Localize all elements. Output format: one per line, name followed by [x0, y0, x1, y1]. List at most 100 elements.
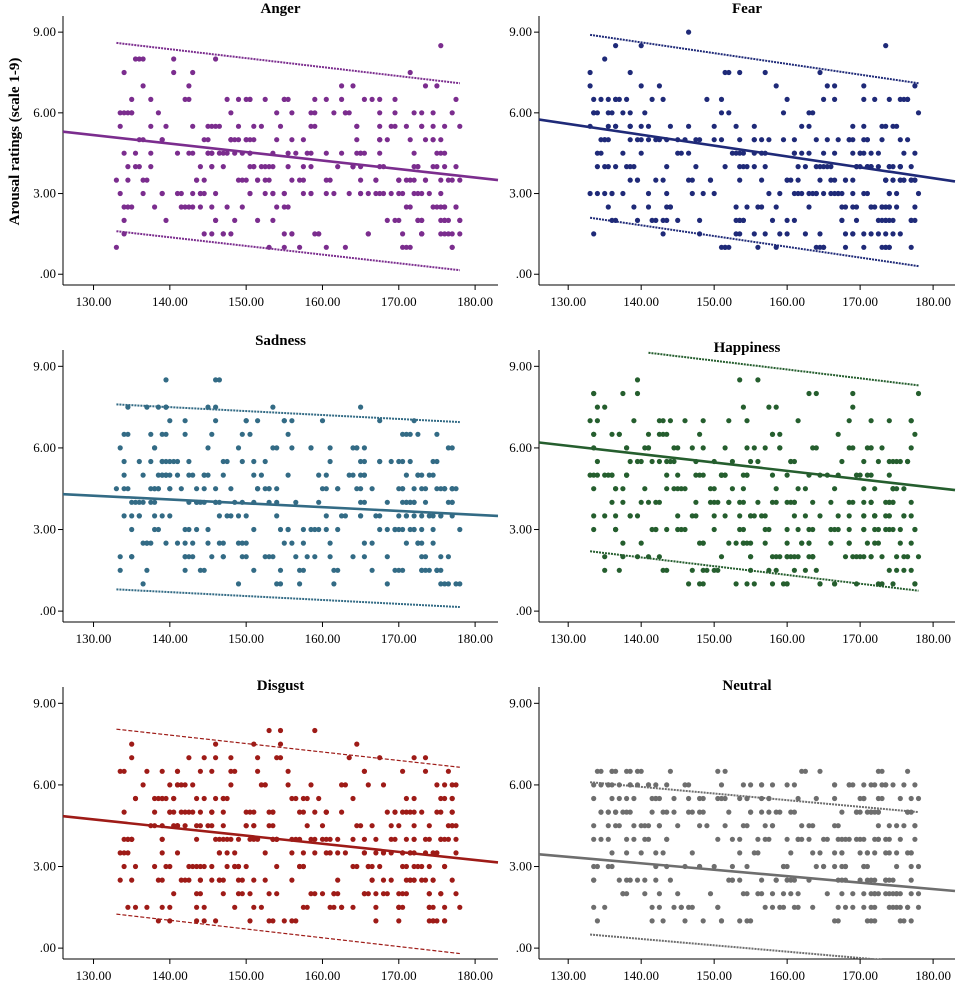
scatter-point: [335, 836, 341, 842]
scatter-point: [339, 809, 345, 815]
scatter-point: [289, 418, 295, 424]
scatter-point: [266, 177, 272, 183]
scatter-point: [769, 472, 776, 478]
scatter-point: [737, 513, 743, 519]
scatter-point: [434, 486, 440, 492]
scatter-point: [266, 727, 272, 734]
scatter-point: [411, 486, 417, 492]
scatter-point: [748, 554, 754, 560]
scatter-point: [190, 782, 196, 788]
scatter-point: [777, 431, 783, 437]
scatter-point: [174, 768, 181, 774]
x-tick-label: 170.00: [381, 631, 417, 646]
scatter-point: [312, 727, 318, 734]
scatter-point: [890, 123, 896, 129]
scatter-point: [113, 244, 119, 250]
scatter-point: [167, 486, 173, 492]
scatter-point: [861, 137, 867, 143]
chart-title-anger: Anger: [261, 1, 301, 17]
scatter-point: [293, 150, 299, 156]
scatter-point: [159, 904, 165, 910]
scatter-point: [788, 877, 794, 883]
scatter-point: [194, 891, 200, 897]
scatter-point: [769, 782, 776, 788]
scatter-point: [649, 217, 655, 223]
scatter-point: [167, 863, 173, 870]
scatter-point: [707, 499, 714, 505]
scatter-point: [697, 472, 703, 478]
scatter-point: [784, 472, 790, 478]
scatter-point: [205, 137, 211, 143]
scatter-point: [209, 768, 215, 774]
scatter-point: [872, 836, 878, 842]
scatter-point: [209, 123, 215, 129]
scatter-point: [392, 836, 398, 842]
scatter-point: [270, 404, 276, 410]
scatter-point: [762, 904, 768, 910]
scatter-point: [422, 499, 429, 505]
scatter-point: [442, 150, 448, 156]
scatter-point: [908, 567, 914, 573]
scatter-point: [457, 177, 463, 183]
panel-anger: Anger .00 3.00 6.00 9.00 130.00 140.00 150.00 16…: [0, 0, 505, 325]
x-tick-label: 160.00: [305, 294, 341, 309]
scatter-point: [281, 231, 287, 237]
scatter-point: [213, 755, 219, 761]
scatter-point: [197, 863, 203, 870]
x-tick-label: 170.00: [842, 968, 878, 983]
scatter-point: [422, 836, 429, 842]
scatter-point: [886, 499, 892, 505]
x-tick-label: 140.00: [152, 294, 188, 309]
scatter-point: [839, 809, 845, 815]
scatter-point: [813, 863, 819, 870]
scatter-point: [624, 891, 630, 897]
scatter-point: [430, 918, 436, 924]
scatter-point: [791, 809, 797, 815]
scatter-point: [281, 190, 287, 197]
scatter-point: [407, 244, 413, 250]
scatter-point: [693, 164, 699, 170]
scatter-point: [879, 554, 885, 560]
scatter-point: [438, 581, 444, 587]
scatter-point: [894, 891, 900, 897]
fit-line: [539, 118, 956, 183]
scatter-point: [700, 190, 706, 197]
scatter-point: [791, 877, 797, 883]
scatter-point: [598, 836, 604, 842]
scatter-point: [300, 177, 306, 183]
scatter-point: [689, 809, 695, 815]
scatter-point: [312, 526, 318, 533]
scatter-point: [316, 499, 322, 505]
scatter-point: [835, 190, 841, 197]
scatter-point: [411, 164, 417, 170]
scatter-point: [912, 83, 918, 89]
scatter-point: [285, 782, 291, 788]
scatter-point: [806, 204, 812, 210]
scatter-point: [627, 110, 633, 116]
scatter-point: [861, 526, 867, 533]
fit-line: [63, 492, 499, 518]
scatter-point: [642, 110, 648, 116]
scatter-points: [113, 43, 463, 250]
scatter-point: [300, 850, 306, 856]
scatter-point: [243, 554, 249, 560]
scatter-point: [886, 164, 892, 170]
scatter-point: [864, 445, 870, 451]
scatter-point: [791, 217, 797, 223]
scatter-point: [660, 177, 666, 183]
scatter-point: [228, 486, 234, 492]
scatter-point: [274, 891, 280, 897]
scatter-point: [117, 768, 123, 774]
scatter-point: [163, 795, 169, 802]
scatter-point: [810, 110, 816, 116]
scatter-point: [915, 390, 922, 397]
scatter-point: [354, 150, 360, 156]
scatter-point: [897, 836, 903, 842]
scatter-point: [631, 795, 637, 802]
scatter-point: [384, 499, 390, 505]
y-tick-label: 6.00: [33, 105, 56, 120]
scatter-point: [832, 795, 838, 802]
scatter-point: [872, 918, 878, 924]
scatter-point: [602, 904, 608, 910]
